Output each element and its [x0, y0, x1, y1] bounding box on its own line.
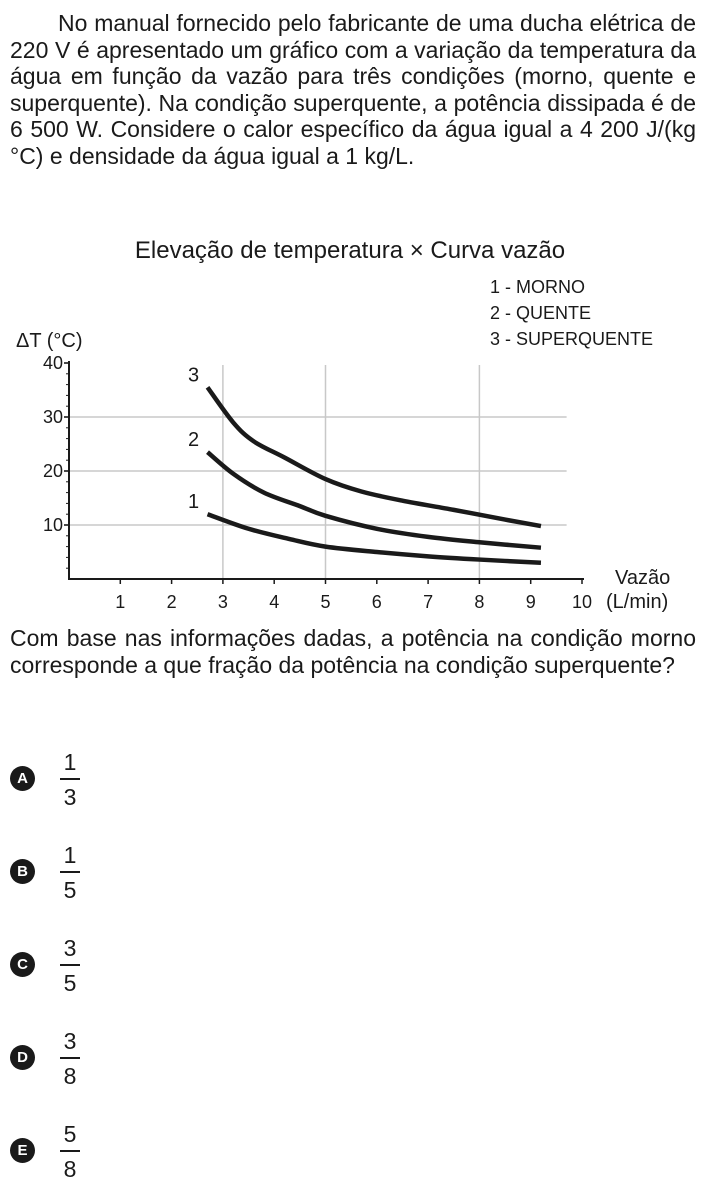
option-a-denominator: 3 — [63, 784, 77, 810]
chart-title: Elevação de temperatura × Curva vazão — [135, 237, 565, 264]
x-tick-label-8: 8 — [474, 592, 484, 612]
option-b-numerator: 1 — [63, 842, 77, 868]
option-b-badge: B — [10, 859, 35, 884]
x-tick-label-6: 6 — [372, 592, 382, 612]
series-curve-3 — [205, 385, 542, 529]
option-a-numerator: 1 — [63, 749, 77, 775]
x-tick-label-1: 1 — [115, 592, 125, 612]
option-c-fraction: 3 5 — [60, 934, 80, 997]
option-d-badge: D — [10, 1045, 35, 1070]
option-a[interactable]: A 1 3 — [10, 748, 210, 818]
option-d-fraction: 3 8 — [60, 1027, 80, 1090]
option-a-fraction: 1 3 — [60, 748, 80, 811]
fraction-bar — [60, 1150, 80, 1152]
y-tick-label-20: 20 — [43, 461, 63, 481]
tick-labels: 1 2 3 4 5 6 7 8 9 10 10 20 30 40 — [43, 353, 592, 612]
option-c-numerator: 3 — [63, 935, 77, 961]
axes — [64, 361, 584, 584]
option-d[interactable]: D 3 8 — [10, 1027, 210, 1097]
series-label-2: 2 — [188, 429, 199, 451]
y-tick-label-10: 10 — [43, 515, 63, 535]
x-tick-label-7: 7 — [423, 592, 433, 612]
option-e-badge: E — [10, 1138, 35, 1163]
x-axis-label-line2: (L/min) — [606, 591, 668, 613]
y-tick-label-30: 30 — [43, 407, 63, 427]
option-c-badge: C — [10, 952, 35, 977]
x-tick-label-3: 3 — [218, 592, 228, 612]
option-b[interactable]: B 1 5 — [10, 841, 210, 911]
option-d-numerator: 3 — [63, 1028, 77, 1054]
option-b-denominator: 5 — [63, 877, 77, 903]
y-tick-label-40: 40 — [43, 353, 63, 373]
fraction-bar — [60, 964, 80, 966]
series-curve-2 — [206, 450, 542, 550]
x-tick-label-4: 4 — [269, 592, 279, 612]
x-tick-label-9: 9 — [526, 592, 536, 612]
fraction-bar — [60, 778, 80, 780]
y-axis-label: ΔT (°C) — [16, 330, 83, 352]
option-b-fraction: 1 5 — [60, 841, 80, 904]
option-e[interactable]: E 5 8 — [10, 1120, 210, 1190]
x-axis-label-line1: Vazão — [615, 567, 670, 589]
option-e-numerator: 5 — [63, 1121, 77, 1147]
grid-lines — [69, 365, 567, 579]
legend-entry-quente: 2 - QUENTE — [490, 303, 591, 323]
x-tick-label-2: 2 — [167, 592, 177, 612]
series-label-3: 3 — [188, 364, 199, 386]
option-c[interactable]: C 3 5 — [10, 934, 210, 1004]
fraction-bar — [60, 1057, 80, 1059]
option-d-denominator: 8 — [63, 1063, 77, 1089]
intro-paragraph: No manual fornecido pelo fabricante de u… — [10, 10, 696, 169]
series-label-1: 1 — [188, 491, 199, 513]
series-curve-1 — [206, 512, 542, 566]
temperature-flow-chart: Elevação de temperatura × Curva vazão 1 … — [16, 237, 670, 613]
x-tick-label-5: 5 — [320, 592, 330, 612]
series-curves: 1 2 3 — [188, 364, 542, 566]
option-a-badge: A — [10, 766, 35, 791]
option-c-denominator: 5 — [63, 970, 77, 996]
legend-entry-morno: 1 - MORNO — [490, 277, 585, 297]
legend-entry-superquente: 3 - SUPERQUENTE — [490, 329, 653, 349]
x-tick-label-10: 10 — [572, 592, 592, 612]
option-e-fraction: 5 8 — [60, 1120, 80, 1183]
fraction-bar — [60, 871, 80, 873]
question-text: Com base nas informações dadas, a potênc… — [10, 625, 696, 678]
option-e-denominator: 8 — [63, 1156, 77, 1182]
